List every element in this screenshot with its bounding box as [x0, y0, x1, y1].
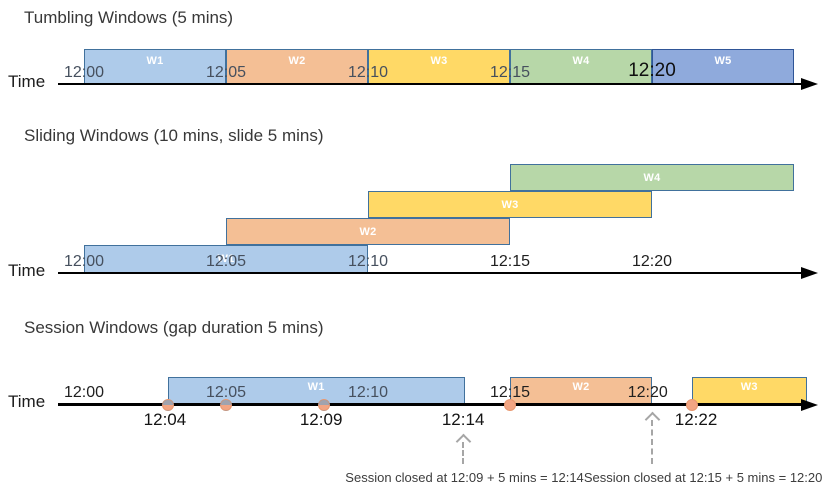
- section-title-sliding: Sliding Windows (10 mins, slide 5 mins): [24, 126, 324, 145]
- tick-label-session-1: 12:05: [205, 384, 247, 401]
- window-label: W3: [430, 54, 448, 67]
- tick-label-session-2: 12:10: [347, 384, 389, 401]
- window-label: W4: [643, 171, 661, 184]
- timeline-tumbling: [58, 83, 804, 85]
- window-label: W1: [307, 381, 325, 393]
- tick-label-tumbling-0: 12:00: [63, 64, 105, 81]
- time-axis-label: Time: [8, 392, 46, 411]
- event-dot-12:05: [220, 398, 232, 411]
- window-label: W5: [714, 54, 732, 67]
- event-time-label-12:09: 12:09: [299, 410, 343, 429]
- tick-label-sliding-1: 12:05: [205, 253, 247, 270]
- time-axis-label: Time: [8, 72, 46, 91]
- tick-label-sliding-2: 12:10: [347, 253, 389, 270]
- section-title-tumbling: Tumbling Windows (5 mins): [24, 8, 234, 27]
- event-dot-12:09: [317, 398, 330, 411]
- event-dot-12:22: [685, 398, 698, 411]
- window-label: W2: [288, 54, 306, 67]
- window-label: W1: [146, 54, 164, 67]
- tick-label-tumbling-2: 12:10: [347, 64, 389, 81]
- tick-label-tumbling-3: 12:15: [489, 64, 531, 81]
- event-dot-12:15: [504, 398, 516, 411]
- tick-label-session-3: 12:15: [489, 384, 531, 401]
- event-dot-12:04: [161, 398, 174, 411]
- window-label: W3: [501, 198, 519, 211]
- tick-label-tumbling-1: 12:05: [205, 64, 247, 81]
- event-time-label-12:22: 12:22: [674, 410, 718, 429]
- session-annotation-1: Session closed at 12:15 + 5 mins = 12:20: [583, 470, 823, 485]
- window-label: W3: [740, 381, 758, 393]
- sliding-window-w3: W3: [368, 191, 652, 218]
- session-window-w3: W3: [691, 377, 807, 405]
- tick-label-sliding-0: 12:00: [63, 253, 105, 270]
- tumbling-window-w1: W1: [84, 49, 226, 84]
- sliding-window-w4: W4: [510, 164, 794, 191]
- timeline-sliding: [58, 272, 804, 274]
- tick-label-sliding-3: 12:15: [489, 253, 531, 270]
- timeline-arrow-icon: [801, 267, 818, 279]
- session-annotation-0: Session closed at 12:09 + 5 mins = 12:14: [345, 470, 584, 485]
- time-axis-label: Time: [8, 261, 46, 280]
- tick-label-session-4: 12:20: [627, 384, 668, 401]
- dashed-up-arrow-line: [651, 420, 653, 464]
- tumbling-window-w4: W4: [510, 49, 652, 84]
- tumbling-window-w3: W3: [368, 49, 510, 84]
- window-label: W1: [217, 253, 235, 265]
- dashed-up-arrow-line: [461, 442, 464, 464]
- sliding-window-w1: W1: [84, 245, 368, 273]
- timeline-session: [58, 403, 804, 406]
- window-label: W4: [572, 54, 590, 67]
- event-time-label-12:14: 12:14: [441, 410, 485, 429]
- section-title-session: Session Windows (gap duration 5 mins): [24, 318, 324, 337]
- event-time-label-12:04: 12:04: [143, 410, 187, 429]
- sliding-window-w2: W2: [226, 218, 510, 245]
- tick-label-session-0: 12:00: [63, 384, 105, 401]
- timeline-arrow-icon: [801, 78, 818, 90]
- tumbling-window-w2: W2: [226, 49, 368, 84]
- window-label: W2: [359, 225, 377, 238]
- tick-label-tumbling-4: 12:20: [628, 60, 676, 81]
- window-label: W2: [572, 381, 590, 393]
- timeline-arrow-icon: [801, 398, 818, 411]
- tick-label-sliding-4: 12:20: [631, 253, 673, 270]
- session-window-w2: W2: [510, 377, 652, 405]
